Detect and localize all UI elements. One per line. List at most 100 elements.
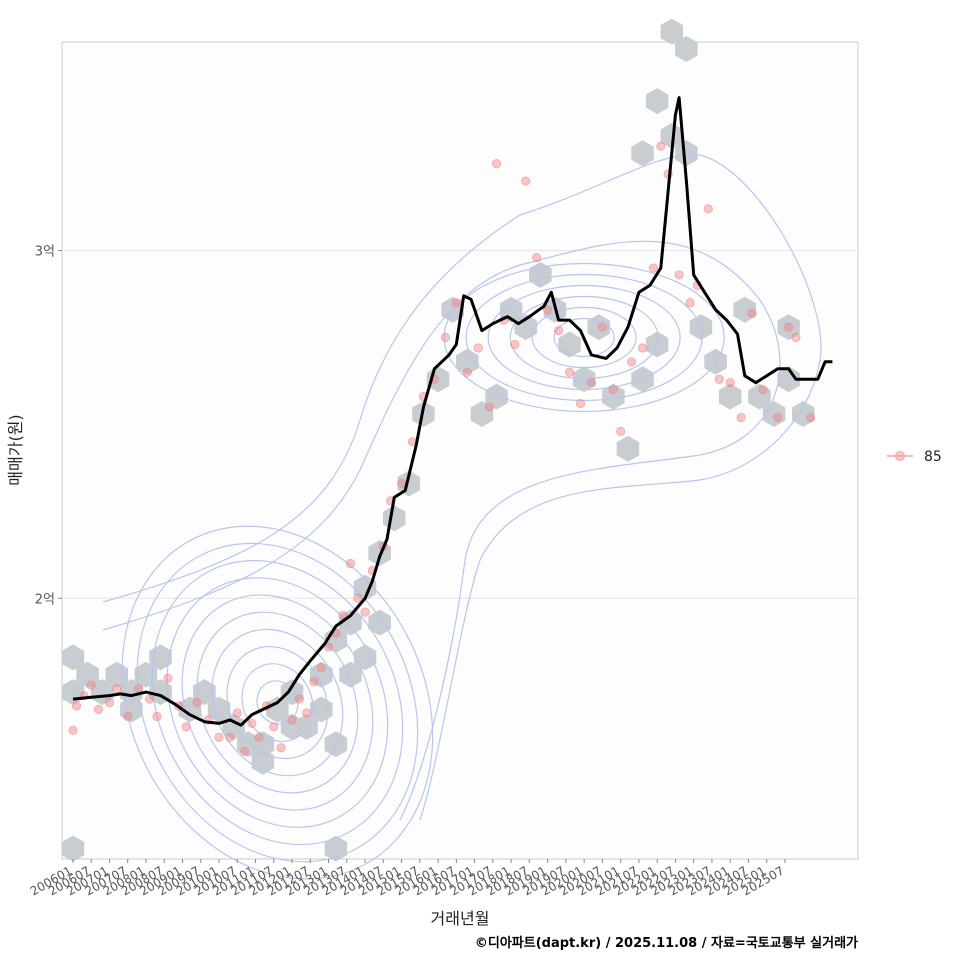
hexbin — [295, 713, 318, 740]
density-contour — [531, 306, 637, 369]
hexbin — [631, 140, 654, 167]
scatter-point — [323, 642, 334, 652]
scatter-point — [232, 708, 242, 718]
scatter-point — [86, 680, 96, 690]
density-contour — [509, 295, 659, 380]
density-contour — [181, 594, 374, 811]
scatter-point — [294, 694, 304, 704]
scatter-point — [302, 708, 312, 718]
hexbin — [792, 401, 815, 427]
hexbin — [616, 435, 640, 462]
scatter-point — [586, 378, 597, 388]
scatter-point — [805, 412, 816, 423]
scatter-point — [152, 711, 162, 722]
density-contour — [487, 284, 681, 391]
density-contour — [226, 646, 329, 760]
hexbin — [748, 383, 771, 410]
scatter-point — [608, 385, 618, 395]
scatter-point — [648, 263, 659, 273]
scatter-point — [93, 704, 104, 715]
y-tick-label: 2억 — [35, 592, 55, 607]
scatter-point — [656, 141, 666, 151]
hexbin — [704, 348, 727, 375]
hexbin — [718, 383, 742, 410]
scatter-point — [123, 711, 133, 722]
density-contour — [166, 577, 389, 828]
hexbin — [61, 644, 85, 671]
hexbin — [660, 18, 683, 45]
scatter-point — [440, 332, 450, 343]
scatter-point — [532, 252, 542, 263]
hexbin — [660, 122, 683, 149]
trend-line — [72, 96, 833, 727]
density-contour — [443, 262, 725, 413]
scatter-point — [360, 607, 370, 617]
scatter-point — [597, 322, 608, 332]
hexbin — [777, 366, 800, 393]
scatter-point — [510, 339, 520, 350]
density-contour — [465, 273, 703, 402]
density-contour — [211, 628, 344, 777]
scatter-point — [725, 378, 735, 388]
density-contour — [121, 525, 434, 880]
scatter-point — [145, 694, 155, 704]
scatter-point — [521, 176, 531, 186]
hexbin — [61, 835, 85, 862]
hexbin — [762, 401, 786, 427]
legend-label: 85 — [924, 449, 942, 465]
caption: ©디아파트(dapt.kr) / 2025.11.08 / 자료=국토교통부 실… — [475, 935, 858, 951]
hexbin — [572, 366, 596, 393]
legend: 85 — [887, 449, 942, 465]
scatter-point — [254, 732, 264, 742]
scatter-point — [758, 385, 768, 395]
hexbin — [587, 314, 610, 341]
hexbin — [368, 609, 391, 636]
hexbin — [675, 36, 698, 62]
scatter-point — [353, 593, 363, 603]
scatter-point — [773, 412, 783, 423]
scatter-point — [714, 374, 724, 384]
scatter-point — [112, 684, 122, 694]
scatter-point — [736, 412, 746, 423]
hexbin — [120, 679, 143, 706]
density-contour-outer — [102, 153, 822, 821]
density-contour-outer — [102, 240, 781, 821]
scatter-point — [685, 298, 695, 308]
scatter-point — [309, 677, 319, 687]
hexbin — [456, 348, 479, 375]
density-contour — [151, 560, 404, 846]
y-axis-ticks: 2억 3억 — [35, 245, 62, 607]
scatter-point — [239, 746, 250, 756]
hexbin — [514, 314, 537, 341]
scatter-point — [247, 718, 257, 729]
scatter-point — [287, 715, 297, 725]
scatter-point — [484, 402, 494, 412]
panel-background — [61, 41, 859, 860]
hexbin — [675, 140, 698, 167]
density-contour — [553, 317, 615, 358]
hexbin — [733, 296, 757, 323]
hexbin — [310, 661, 333, 688]
scatter-point — [192, 697, 202, 708]
scatter-point — [473, 343, 483, 353]
y-axis-title: 매매가(원) — [6, 414, 25, 485]
scatter-point — [627, 357, 637, 367]
x-axis-title: 거래년월 — [431, 909, 490, 928]
scatter-point — [396, 478, 407, 489]
density-contours — [102, 153, 822, 880]
hexbin — [602, 383, 625, 410]
scatter-point — [214, 732, 224, 742]
density-contour — [196, 611, 359, 794]
scatter-point — [703, 204, 713, 214]
y-tick-label: 3억 — [35, 245, 55, 260]
scatter-point — [269, 722, 279, 732]
scatter-point — [68, 725, 78, 735]
scatter-point — [462, 367, 472, 377]
scatter-point — [553, 325, 564, 336]
hexbin — [339, 609, 362, 636]
x-axis-ticks: 2006012006072007012007072008012008072009… — [28, 859, 786, 899]
scatter-point — [575, 398, 586, 409]
scatter-point — [791, 332, 801, 343]
scatter-point — [181, 722, 191, 732]
